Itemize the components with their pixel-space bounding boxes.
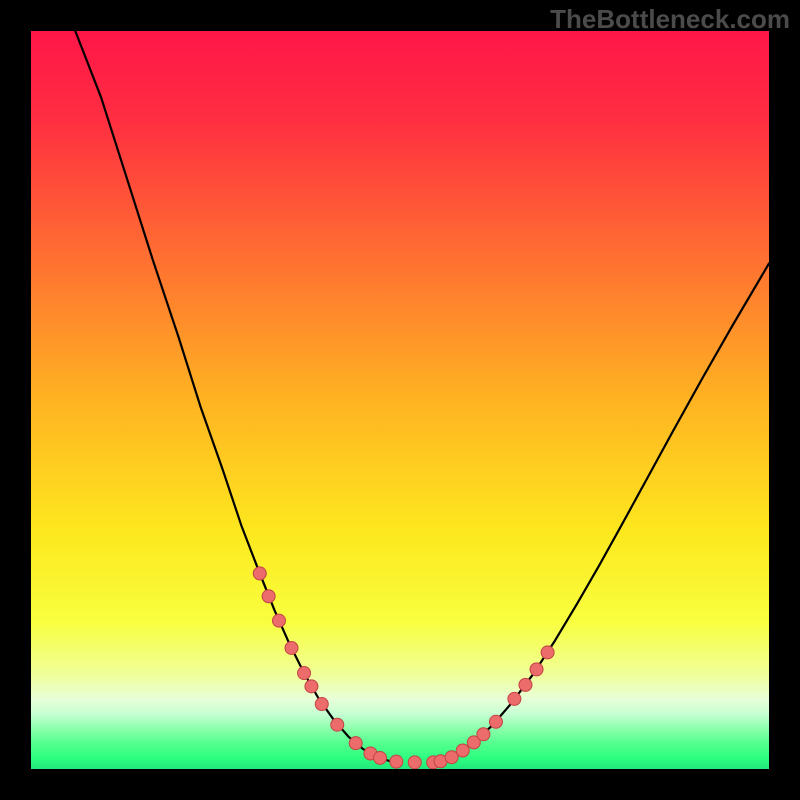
marker-point <box>508 692 521 705</box>
marker-point <box>285 641 298 654</box>
chart-stage: TheBottleneck.com <box>0 0 800 800</box>
marker-point <box>519 678 532 691</box>
marker-point <box>530 663 543 676</box>
plot-background <box>31 31 769 769</box>
marker-point <box>374 751 387 764</box>
marker-point <box>305 680 318 693</box>
marker-point <box>456 744 469 757</box>
marker-point <box>298 667 311 680</box>
marker-point <box>253 567 266 580</box>
marker-point <box>408 756 421 769</box>
marker-point <box>315 698 328 711</box>
marker-point <box>331 718 344 731</box>
marker-point <box>272 614 285 627</box>
marker-point <box>477 728 490 741</box>
marker-point <box>262 590 275 603</box>
marker-point <box>489 715 502 728</box>
marker-point <box>541 646 554 659</box>
marker-point <box>349 737 362 750</box>
marker-point <box>390 755 403 768</box>
plot-area <box>31 31 769 769</box>
